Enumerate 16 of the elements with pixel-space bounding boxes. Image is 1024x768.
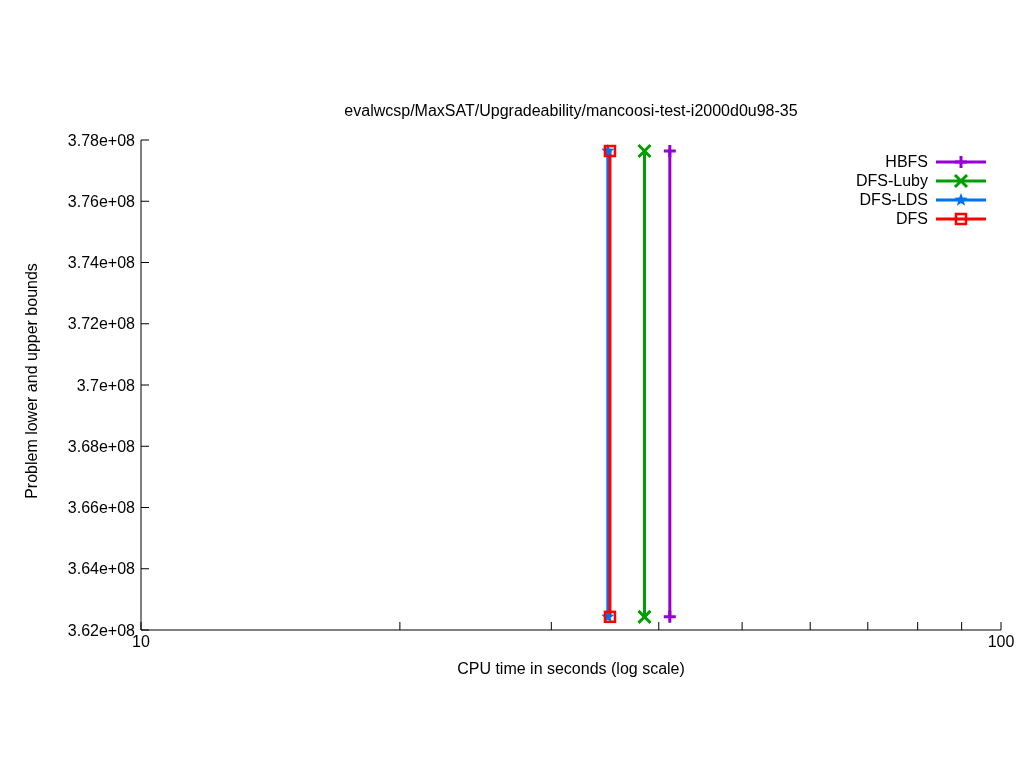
y-tick-label: 3.72e+08 (67, 315, 136, 333)
legend-label: HBFS (885, 152, 928, 171)
y-tick-label: 3.68e+08 (67, 437, 136, 455)
x-axis-title: CPU time in seconds (log scale) (456, 660, 686, 678)
y-tick-label: 3.64e+08 (67, 560, 136, 578)
y-tick-label: 3.66e+08 (67, 499, 136, 517)
y-tick-label: 3.76e+08 (67, 192, 136, 210)
legend-label: DFS (896, 209, 928, 228)
y-axis-title: Problem lower and upper bounds (23, 263, 41, 499)
x-tick-label: 100 (987, 633, 1015, 651)
legend-label: DFS-Luby (855, 171, 928, 190)
y-tick-label: 3.7e+08 (76, 376, 136, 394)
chart-title: evalwcsp/MaxSAT/Upgradeability/mancoosi-test-i2000d0u98-35 (343, 102, 799, 120)
y-tick-label: 3.78e+08 (67, 131, 136, 149)
legend-label: DFS-LDS (859, 190, 928, 209)
y-tick-label: 3.74e+08 (67, 254, 136, 272)
